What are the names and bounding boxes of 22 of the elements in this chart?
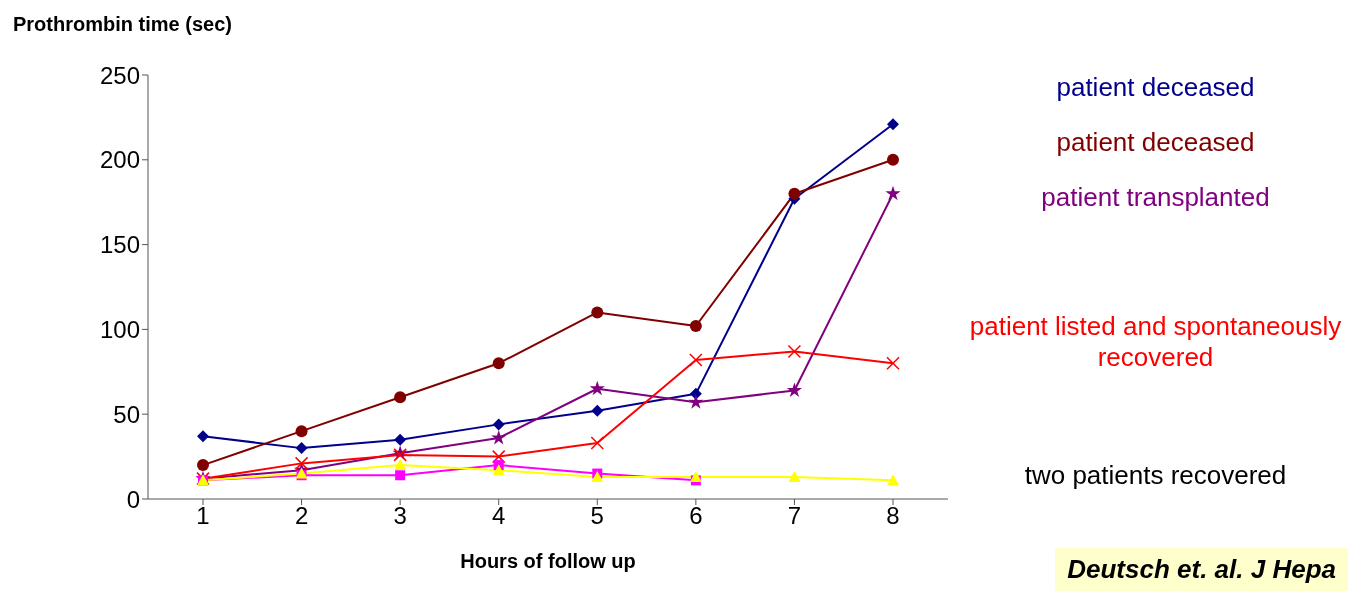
y-tick-label: 50 (113, 400, 140, 428)
x-tick-label: 4 (492, 502, 506, 530)
text: patient listed and spontaneously recovered (968, 311, 1343, 374)
y-axis-title: Prothrombin time (sec) (13, 13, 232, 36)
x-tick-label: 5 (590, 502, 604, 530)
x-tick-label: 6 (689, 502, 703, 530)
y-tick-label: 250 (99, 61, 140, 89)
x-tick-label: 7 (787, 502, 802, 530)
y-tick-label: 150 (99, 231, 140, 259)
x-tick-label: 8 (886, 502, 900, 530)
y-tick-label: 0 (126, 485, 140, 513)
text: patient deceased (1055, 127, 1256, 159)
y-tick-label: 200 (99, 146, 140, 174)
x-tick-label: 2 (294, 502, 309, 530)
y-tick-label: 100 (99, 315, 140, 343)
x-axis-title: Hours of follow up (460, 550, 636, 572)
text: Deutsch et. al. J Hepa (1055, 548, 1348, 591)
x-tick-label: 1 (196, 502, 210, 530)
text: patient transplanted (1040, 182, 1271, 214)
text: two patients recovered (1023, 460, 1288, 491)
text: patient deceased (1055, 72, 1256, 104)
x-tick-label: 3 (393, 502, 407, 530)
